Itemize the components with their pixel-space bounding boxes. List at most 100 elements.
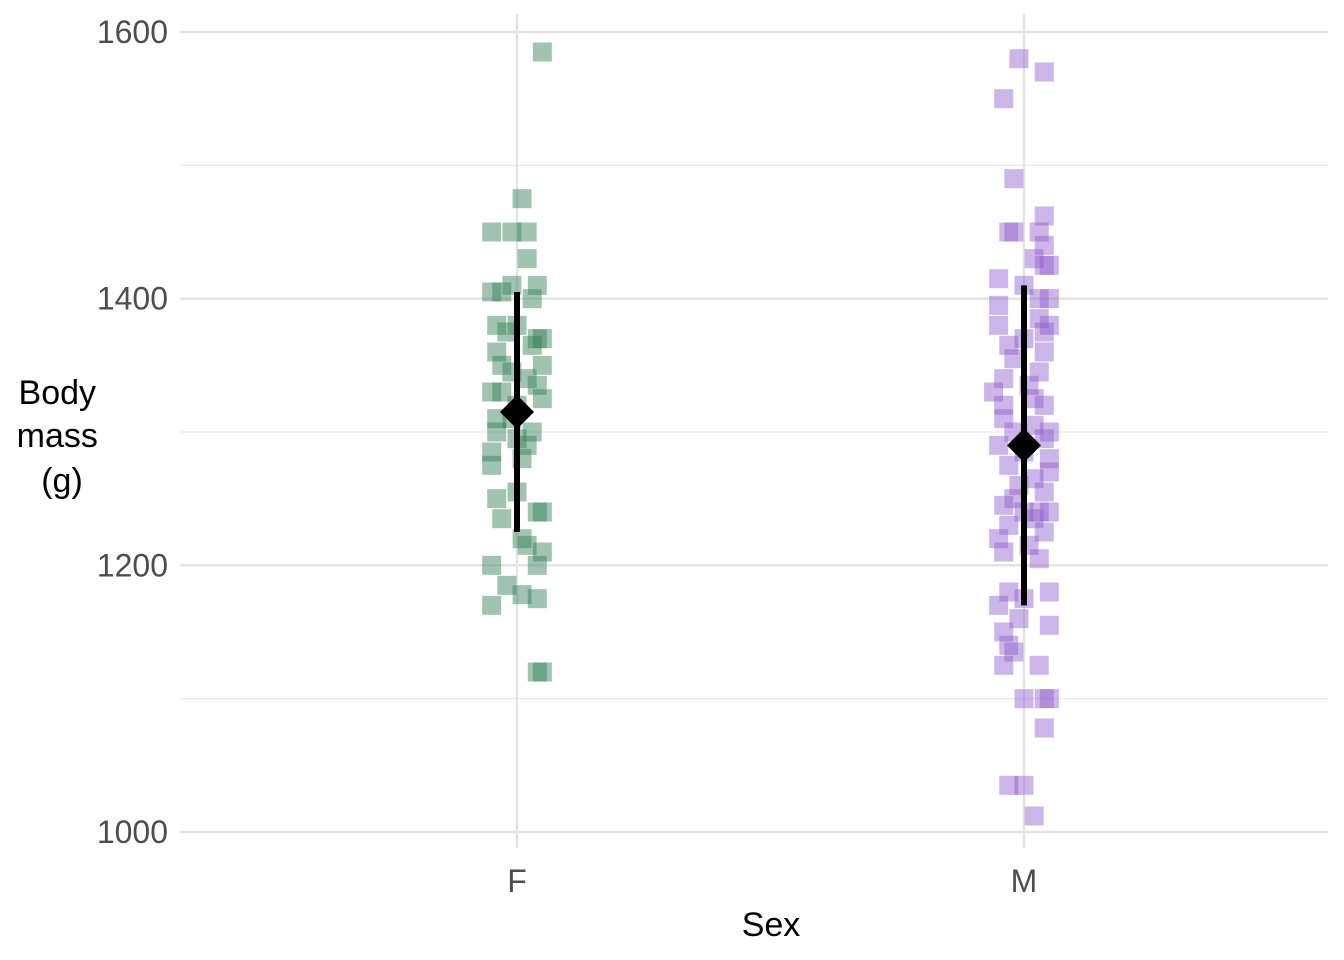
data-point-m (989, 315, 1009, 335)
data-point-f (487, 422, 507, 442)
y-axis-title-line-1: Body (19, 374, 97, 412)
data-point-f (517, 249, 537, 269)
data-point-m (994, 89, 1014, 109)
data-point-f (492, 282, 512, 302)
data-point-m (999, 582, 1019, 602)
data-point-f (482, 455, 502, 475)
data-point-m (994, 655, 1014, 675)
data-point-f (532, 355, 552, 375)
data-point-m (994, 495, 1014, 515)
data-point-f (497, 575, 517, 595)
data-point-f (517, 535, 537, 555)
data-point-m (1034, 322, 1054, 342)
data-point-f (492, 509, 512, 529)
data-point-m (1029, 289, 1049, 309)
data-point-m (989, 529, 1009, 549)
data-point-m (984, 382, 1004, 402)
x-tick-label: M (1011, 863, 1038, 899)
y-tick-label: 1000 (97, 814, 168, 850)
data-point-m (1024, 469, 1044, 489)
data-point-m (999, 335, 1019, 355)
data-point-m (1009, 49, 1029, 69)
data-point-m (1024, 415, 1044, 435)
data-point-m (999, 515, 1019, 535)
data-point-f (512, 189, 532, 209)
data-point-f (487, 315, 507, 335)
data-point-m (989, 435, 1009, 455)
data-point-m (994, 409, 1014, 429)
data-point-m (1029, 549, 1049, 569)
data-point-f (527, 375, 547, 395)
data-point-m (1039, 449, 1059, 469)
data-point-m (989, 595, 1009, 615)
data-point-m (1009, 609, 1029, 629)
data-point-f (482, 442, 502, 462)
y-tick-label: 1400 (97, 281, 168, 317)
data-point-f (527, 329, 547, 349)
data-point-f (492, 355, 512, 375)
data-point-m (1034, 342, 1054, 362)
data-point-f (497, 322, 517, 342)
data-point-m (1039, 255, 1059, 275)
data-point-m (1034, 206, 1054, 226)
data-point-m (1029, 502, 1049, 522)
data-point-f (527, 275, 547, 295)
data-point-f (482, 555, 502, 575)
data-point-f (527, 662, 547, 682)
data-point-m (1034, 429, 1054, 449)
data-point-m (1004, 349, 1024, 369)
y-axis-title-line-2: mass (17, 417, 98, 455)
data-point-f (527, 589, 547, 609)
data-point-m (1034, 522, 1054, 542)
major-gridlines (180, 14, 1328, 848)
data-point-f (517, 435, 537, 455)
data-point-m (1034, 689, 1054, 709)
data-point-f (487, 342, 507, 362)
y-tick-label: 1600 (97, 14, 168, 50)
data-point-m (1039, 422, 1059, 442)
data-point-m (1024, 249, 1044, 269)
data-point-m (989, 269, 1009, 289)
data-point-m (989, 295, 1009, 315)
y-axis-tick-labels: 1000 1200 1400 1600 (97, 14, 168, 850)
data-point-m (1039, 689, 1059, 709)
data-point-m (999, 455, 1019, 475)
data-point-m (1039, 615, 1059, 635)
data-point-f (487, 489, 507, 509)
data-point-f (532, 42, 552, 62)
data-point-m (1014, 689, 1034, 709)
data-point-m (1024, 806, 1044, 826)
minor-gridlines (180, 164, 1328, 700)
data-point-m (994, 622, 1014, 642)
data-point-m (1039, 582, 1059, 602)
data-point-m (1034, 62, 1054, 82)
data-point-m (1029, 362, 1049, 382)
data-point-m (1039, 462, 1059, 482)
data-point-m (1014, 775, 1034, 795)
data-point-f (527, 502, 547, 522)
data-point-m (999, 635, 1019, 655)
data-points (482, 42, 1059, 826)
data-point-m (1029, 309, 1049, 329)
data-point-f (532, 329, 552, 349)
data-point-f (512, 529, 532, 549)
data-point-f (487, 409, 507, 429)
data-point-f (502, 222, 522, 242)
data-point-m (1034, 718, 1054, 738)
mean-marker-m (1007, 428, 1041, 463)
y-axis-title-line-3: (g) (41, 462, 83, 500)
data-point-m (1004, 169, 1024, 189)
data-point-f (512, 585, 532, 605)
mean-marker-f (500, 395, 534, 429)
data-point-m (1034, 482, 1054, 502)
data-point-f (482, 382, 502, 402)
data-point-f (522, 335, 542, 355)
data-point-m (994, 542, 1014, 562)
data-point-m (1004, 222, 1024, 242)
data-point-f (532, 542, 552, 562)
data-point-m (1024, 389, 1044, 409)
data-point-m (1039, 289, 1059, 309)
data-point-m (1029, 655, 1049, 675)
data-point-m (999, 775, 1019, 795)
